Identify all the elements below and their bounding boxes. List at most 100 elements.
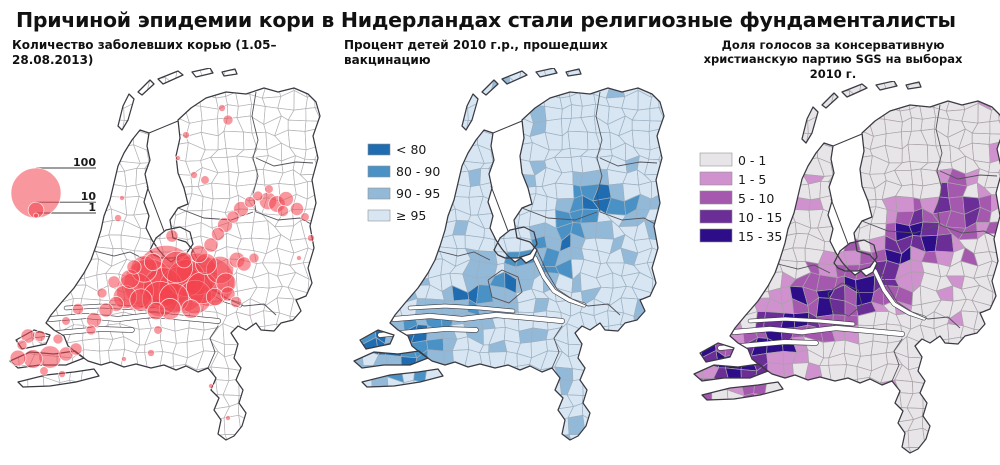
case-bubble [211, 227, 225, 241]
legend-label: 10 - 15 [738, 210, 782, 225]
case-bubble [226, 210, 240, 224]
case-bubble [222, 114, 234, 126]
legend-swatch [367, 165, 391, 178]
case-bubble [121, 356, 127, 362]
case-bubble [225, 415, 231, 421]
province-border [251, 91, 259, 213]
case-bubble [9, 349, 27, 367]
case-bubble [203, 237, 219, 253]
vaccination-choropleth-map: < 80 80 - 90 90 - 95 ≥ 95 [353, 68, 665, 441]
case-bubble [129, 288, 153, 312]
case-bubble [220, 286, 236, 302]
dike-line [146, 185, 165, 232]
svg-text:100: 100 [73, 156, 96, 169]
case-bubble [16, 339, 28, 351]
legend-label: ≥ 95 [396, 208, 426, 223]
legend-label: 15 - 35 [738, 229, 782, 244]
province-border [536, 249, 621, 316]
province-border [827, 282, 863, 317]
case-bubble [290, 202, 304, 216]
case-bubble [69, 342, 83, 356]
province-border [876, 262, 961, 329]
country-outline [353, 68, 665, 441]
legend-label: 0 - 1 [738, 153, 766, 168]
province-border [777, 263, 831, 274]
legend-label: < 80 [396, 142, 426, 157]
dike-line [148, 120, 179, 134]
province-border [93, 250, 147, 261]
case-bubble [147, 349, 155, 357]
case-bubble [58, 370, 66, 378]
municipality-mesh [694, 81, 1000, 454]
panel-sgp-vote: Доля голосов за консервативную христианс… [666, 34, 1000, 465]
legend-swatch [699, 228, 733, 243]
case-bubble [277, 205, 289, 217]
legend-swatch [699, 171, 733, 186]
case-bubble [146, 301, 166, 321]
province-border [487, 269, 523, 304]
map-panels: Количество заболевших корью (1.05–28.08.… [0, 34, 1000, 465]
case-bubble [72, 303, 84, 315]
case-bubble [300, 212, 310, 222]
legend-swatch [367, 187, 391, 200]
bubble-size-legend: 100 101 [10, 156, 97, 219]
case-bubble [189, 244, 209, 264]
case-bubble [175, 155, 181, 161]
case-bubble [182, 131, 190, 139]
legend-swatch [699, 152, 733, 167]
case-bubble [307, 234, 315, 242]
province-border [861, 220, 938, 234]
case-bubble [248, 252, 260, 264]
legend-swatch [699, 190, 733, 205]
case-bubble [107, 275, 121, 289]
panel-vaccination-subtitle: Процент детей 2010 г.р., прошедших вакци… [344, 38, 608, 67]
province-border [599, 211, 656, 225]
case-bubble [114, 214, 122, 222]
choropleth-legend: 0 - 1 1 - 5 5 - 10 10 - 15 15 - 35 [699, 152, 782, 244]
province-border [939, 170, 998, 180]
dike-line [832, 133, 863, 147]
case-bubble [126, 259, 142, 275]
case-bubble [52, 333, 64, 345]
province-border [599, 157, 658, 167]
choropleth-legend: < 80 80 - 90 90 - 95 ≥ 95 [367, 142, 440, 223]
legend-swatch [367, 143, 391, 156]
province-border [939, 224, 996, 238]
dike-line [830, 198, 849, 245]
province-border [207, 325, 219, 369]
case-bubble [143, 252, 163, 272]
case-bubble [98, 302, 114, 318]
measles-bubble-map: 100 101 [9, 68, 321, 441]
case-bubble [119, 195, 125, 201]
case-bubble [175, 251, 193, 269]
panel-measles-subtitle: Количество заболевших корью (1.05–28.08.… [12, 38, 277, 67]
case-bubble [165, 229, 179, 243]
province-border [551, 325, 563, 369]
case-bubble [23, 349, 43, 369]
province-border [891, 338, 903, 382]
case-bubble [208, 383, 214, 389]
sgp-vote-choropleth-map: 0 - 1 1 - 5 5 - 10 10 - 15 15 - 35 [693, 81, 1000, 454]
case-bubble [244, 196, 256, 208]
case-bubble [278, 191, 294, 207]
panel-measles: Количество заболевших корью (1.05–28.08.… [0, 34, 334, 452]
legend-swatch [699, 209, 733, 224]
case-bubble [190, 171, 198, 179]
svg-text:10: 10 [81, 190, 97, 203]
svg-text:1: 1 [88, 201, 96, 214]
case-bubble [218, 104, 226, 112]
case-bubble [296, 255, 302, 261]
legend-swatch [367, 209, 391, 222]
case-bubble [153, 325, 163, 335]
legend-label: 80 - 90 [396, 164, 440, 179]
panel-vaccination: Процент детей 2010 г.р., прошедших вакци… [334, 34, 666, 452]
case-bubble [205, 287, 225, 307]
province-border [595, 91, 603, 213]
case-bubble [252, 190, 264, 202]
case-bubble [34, 330, 46, 342]
dike-line [492, 120, 523, 134]
panel-sgp-vote-subtitle: Доля голосов за консервативную христианс… [703, 38, 963, 81]
case-bubble [39, 366, 49, 376]
case-bubbles [9, 104, 315, 421]
province-border [437, 250, 491, 261]
